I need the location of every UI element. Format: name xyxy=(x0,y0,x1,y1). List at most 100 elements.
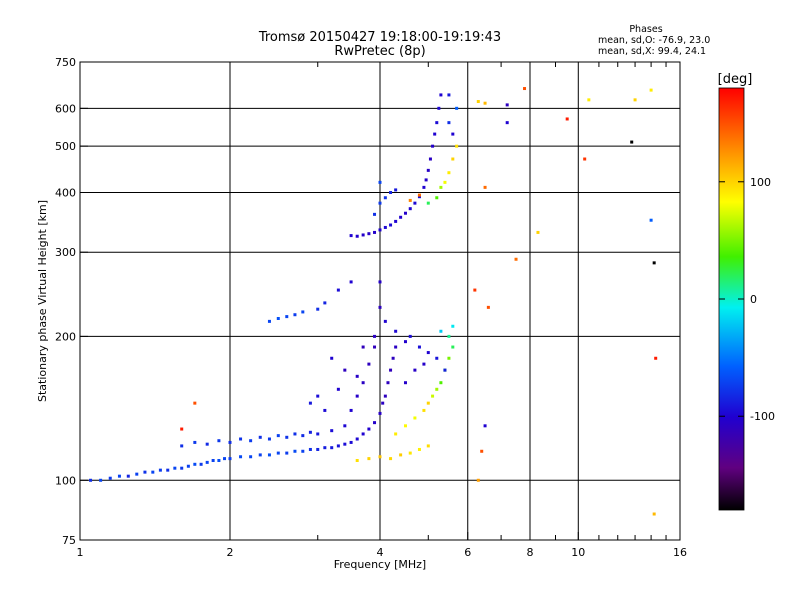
data-point xyxy=(630,140,634,144)
data-point xyxy=(408,334,412,338)
data-point xyxy=(439,381,443,385)
data-point xyxy=(383,196,387,200)
data-point xyxy=(180,466,184,470)
data-point xyxy=(349,280,353,284)
data-point xyxy=(373,230,377,234)
data-point xyxy=(267,319,271,323)
data-point xyxy=(426,444,430,448)
data-point xyxy=(386,381,390,385)
data-point xyxy=(199,462,203,466)
data-point xyxy=(361,381,365,385)
data-point xyxy=(378,305,382,309)
data-point xyxy=(435,196,439,200)
data-point xyxy=(151,470,155,474)
data-point xyxy=(413,368,417,372)
data-point xyxy=(447,356,451,360)
data-point xyxy=(285,451,289,455)
data-point xyxy=(633,98,637,102)
data-point xyxy=(367,427,371,431)
x-axis-label: Frequency [MHz] xyxy=(334,558,426,571)
data-point xyxy=(186,464,190,468)
data-point xyxy=(399,215,403,219)
y-tick-label: 500 xyxy=(55,140,76,153)
data-point xyxy=(108,476,112,480)
data-point xyxy=(355,458,359,462)
data-point xyxy=(349,234,353,238)
data-point xyxy=(349,440,353,444)
phase-stats-title: Phases xyxy=(629,24,662,35)
data-point xyxy=(239,455,243,459)
data-point xyxy=(211,458,215,462)
data-point xyxy=(205,442,209,446)
data-point xyxy=(394,345,398,349)
data-point xyxy=(455,144,459,148)
data-point xyxy=(413,201,417,205)
data-point xyxy=(383,319,387,323)
data-point xyxy=(361,345,365,349)
data-point xyxy=(435,387,439,391)
data-point xyxy=(267,453,271,457)
data-point xyxy=(649,218,653,222)
data-point xyxy=(451,324,455,328)
data-point xyxy=(652,512,656,516)
data-point xyxy=(323,301,327,305)
data-point xyxy=(330,446,334,450)
data-point xyxy=(389,457,393,461)
y-tick-label: 600 xyxy=(55,102,76,115)
data-point xyxy=(336,288,340,292)
data-point xyxy=(89,478,93,482)
data-point xyxy=(239,437,243,441)
data-point xyxy=(383,225,387,229)
data-point xyxy=(301,310,305,314)
data-point xyxy=(193,440,197,444)
data-points xyxy=(89,87,658,516)
data-point xyxy=(389,190,393,194)
data-point xyxy=(330,356,334,360)
data-point xyxy=(426,351,430,355)
data-point xyxy=(373,421,377,425)
data-point xyxy=(587,98,591,102)
data-point xyxy=(403,424,407,428)
data-point xyxy=(443,180,447,184)
data-point xyxy=(173,466,177,470)
colorbar-tick-label: 100 xyxy=(750,176,771,189)
data-point xyxy=(367,232,371,236)
data-point xyxy=(316,432,320,436)
data-point xyxy=(316,394,320,398)
data-point xyxy=(378,280,382,284)
data-point xyxy=(476,100,480,104)
data-point xyxy=(330,429,334,433)
x-tick-label: 6 xyxy=(464,546,471,559)
data-point xyxy=(373,212,377,216)
y-tick-label: 750 xyxy=(55,56,76,69)
x-tick-label: 10 xyxy=(571,546,585,559)
data-point xyxy=(383,394,387,398)
data-point xyxy=(422,408,426,412)
data-point xyxy=(205,460,209,464)
colorbar-label: [deg] xyxy=(718,72,753,87)
y-axis: 75 100 200 300 400 500 600 750 xyxy=(55,56,88,547)
data-point xyxy=(378,455,382,459)
data-point xyxy=(435,356,439,360)
data-point xyxy=(451,345,455,349)
data-point xyxy=(343,368,347,372)
data-point xyxy=(336,387,340,391)
data-point xyxy=(378,201,382,205)
data-point xyxy=(447,334,451,338)
data-point xyxy=(316,307,320,311)
data-point xyxy=(417,195,421,199)
data-point xyxy=(426,401,430,405)
data-point xyxy=(217,439,221,443)
data-point xyxy=(378,411,382,415)
data-point xyxy=(447,93,451,97)
data-point xyxy=(447,121,451,125)
data-point xyxy=(455,106,459,110)
data-point xyxy=(308,401,312,405)
y-tick-label: 200 xyxy=(55,330,76,343)
data-point xyxy=(117,474,121,478)
data-point xyxy=(308,430,312,434)
data-point xyxy=(301,434,305,438)
data-point xyxy=(505,121,509,125)
x-tick-label: 8 xyxy=(527,546,534,559)
